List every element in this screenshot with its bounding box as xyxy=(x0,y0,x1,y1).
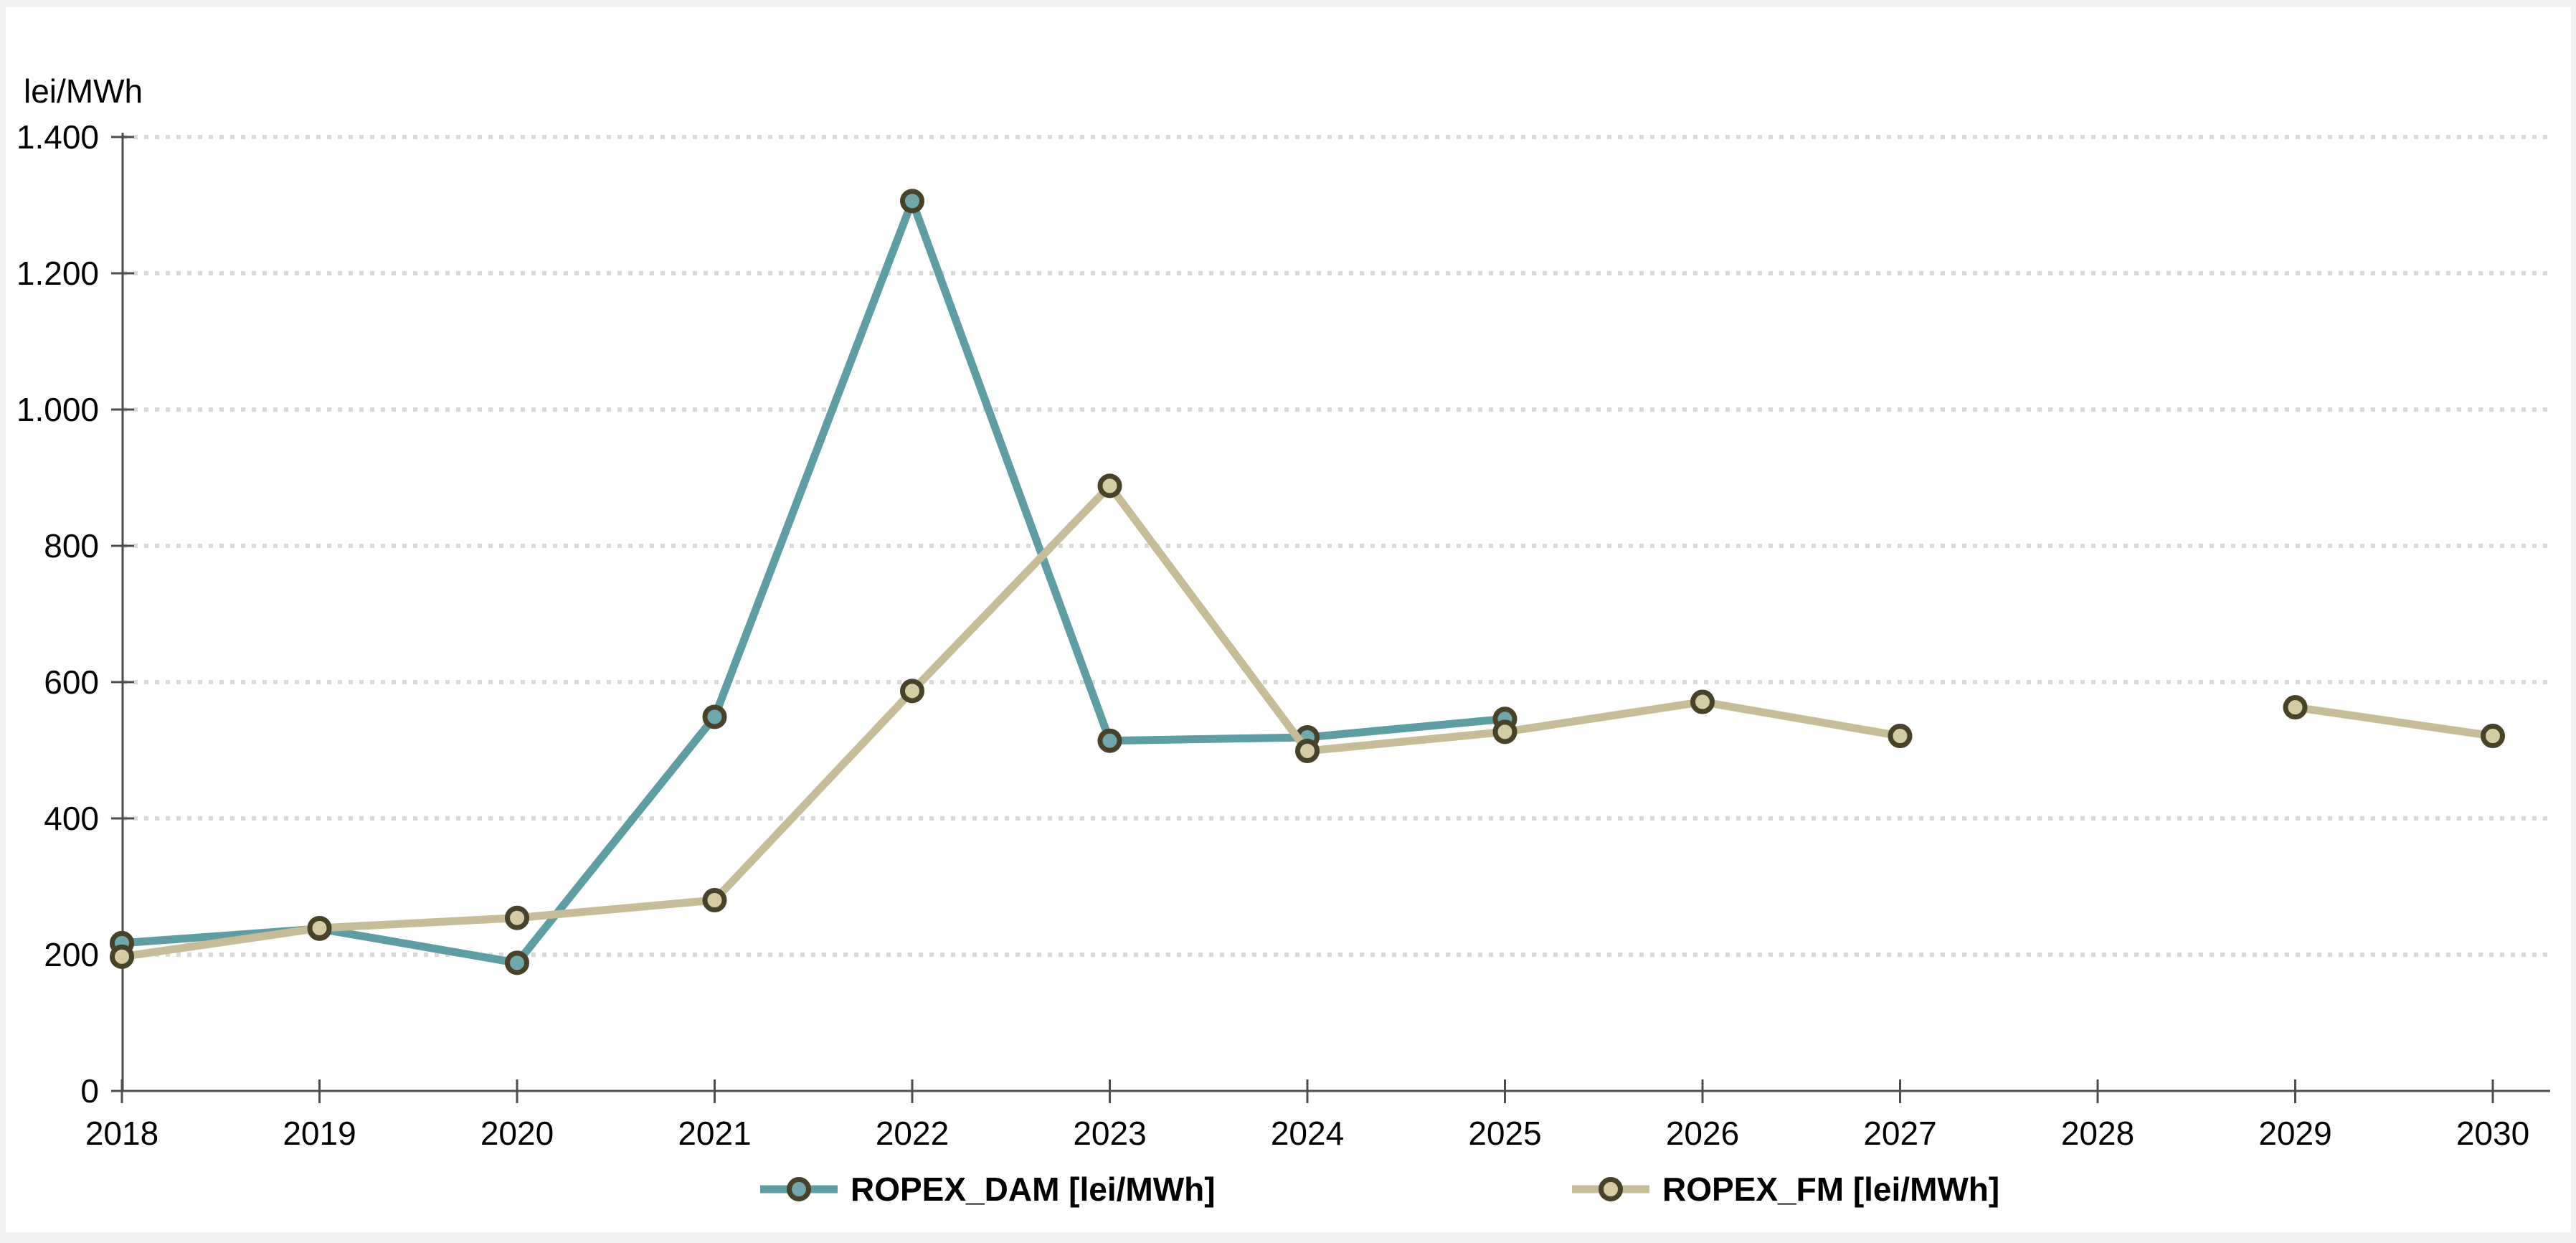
marker-ropex-fm-lei-mwh-2029 xyxy=(2283,695,2308,720)
x-tick-label-2021: 2021 xyxy=(678,1115,751,1152)
marker-ropex-fm-lei-mwh-2020 xyxy=(505,905,529,930)
x-axis-tick-labels: 2018 2019 2020 2021 2022 2023 2024 2025 2026 2027… xyxy=(85,1115,2529,1152)
marker-ropex-dam-lei-mwh-2021 xyxy=(702,704,727,729)
chart-legend: ROPEX_DAM [lei/MWh] ROPEX_FM [lei/MWh] xyxy=(760,1171,1999,1208)
y-axis-title: lei/MWh xyxy=(24,72,143,110)
gridlines xyxy=(123,135,2550,957)
series-line-ropex-fm-lei-mwh xyxy=(118,481,1904,961)
y-tick-label-0: 0 xyxy=(80,1072,99,1110)
x-tick-label-2024: 2024 xyxy=(1271,1115,1344,1152)
marker-ropex-fm-lei-mwh-2018 xyxy=(110,944,134,969)
marker-ropex-fm-lei-mwh-2022 xyxy=(900,679,924,704)
series-line-ropex-dam-lei-mwh xyxy=(118,197,1509,967)
x-tick-label-2027: 2027 xyxy=(1863,1115,1936,1152)
marker-ropex-fm-lei-mwh-2021 xyxy=(702,888,727,912)
x-tick-label-2026: 2026 xyxy=(1666,1115,1739,1152)
marker-ropex-fm-lei-mwh-2030 xyxy=(2481,724,2505,749)
legend-label-ropex-fm: ROPEX_FM [lei/MWh] xyxy=(1662,1171,1999,1208)
series-line-ropex-fm-lei-mwh xyxy=(2291,703,2497,740)
legend-label-ropex-dam: ROPEX_DAM [lei/MWh] xyxy=(851,1171,1216,1208)
y-tick-label-1.400: 1.400 xyxy=(16,118,99,156)
marker-ropex-dam-lei-mwh-2022 xyxy=(900,189,924,214)
marker-ropex-fm-lei-mwh-2026 xyxy=(1690,689,1715,714)
legend-item-ropex-dam: ROPEX_DAM [lei/MWh] xyxy=(760,1171,1216,1208)
x-tick-label-2022: 2022 xyxy=(876,1115,949,1152)
y-tick-label-1.200: 1.200 xyxy=(16,255,99,292)
marker-ropex-fm-lei-mwh-2024 xyxy=(1295,738,1320,763)
x-tick-label-2023: 2023 xyxy=(1073,1115,1146,1152)
marker-ropex-fm-lei-mwh-2023 xyxy=(1097,473,1122,498)
marker-ropex-fm-lei-mwh-2027 xyxy=(1888,724,1913,749)
x-tick-label-2019: 2019 xyxy=(283,1115,356,1152)
legend-marker-ropex-dam xyxy=(787,1177,811,1201)
chart-background xyxy=(6,7,2571,1232)
y-tick-label-400: 400 xyxy=(44,800,99,837)
y-axis-tick-labels: 0 200 400 600 800 1.000 1.200 1.400 xyxy=(16,118,99,1110)
legend-item-ropex-fm: ROPEX_FM [lei/MWh] xyxy=(1572,1171,1999,1208)
marker-ropex-dam-lei-mwh-2020 xyxy=(505,950,529,975)
y-tick-label-800: 800 xyxy=(44,527,99,564)
y-tick-label-1.000: 1.000 xyxy=(16,391,99,428)
x-tick-label-2025: 2025 xyxy=(1468,1115,1541,1152)
legend-marker-ropex-fm xyxy=(1599,1177,1623,1201)
x-tick-label-2028: 2028 xyxy=(2061,1115,2134,1152)
x-tick-label-2020: 2020 xyxy=(480,1115,554,1152)
marker-ropex-fm-lei-mwh-2025 xyxy=(1492,719,1517,745)
x-tick-label-2018: 2018 xyxy=(85,1115,158,1152)
x-tick-label-2029: 2029 xyxy=(2258,1115,2331,1152)
x-tick-label-2030: 2030 xyxy=(2456,1115,2529,1152)
y-tick-label-200: 200 xyxy=(44,936,99,973)
series-ropex-fm-lei-mwh xyxy=(110,473,2505,969)
y-tick-label-600: 600 xyxy=(44,663,99,701)
data-series xyxy=(110,189,2505,975)
marker-ropex-dam-lei-mwh-2023 xyxy=(1097,728,1122,753)
marker-ropex-fm-lei-mwh-2019 xyxy=(307,915,332,940)
